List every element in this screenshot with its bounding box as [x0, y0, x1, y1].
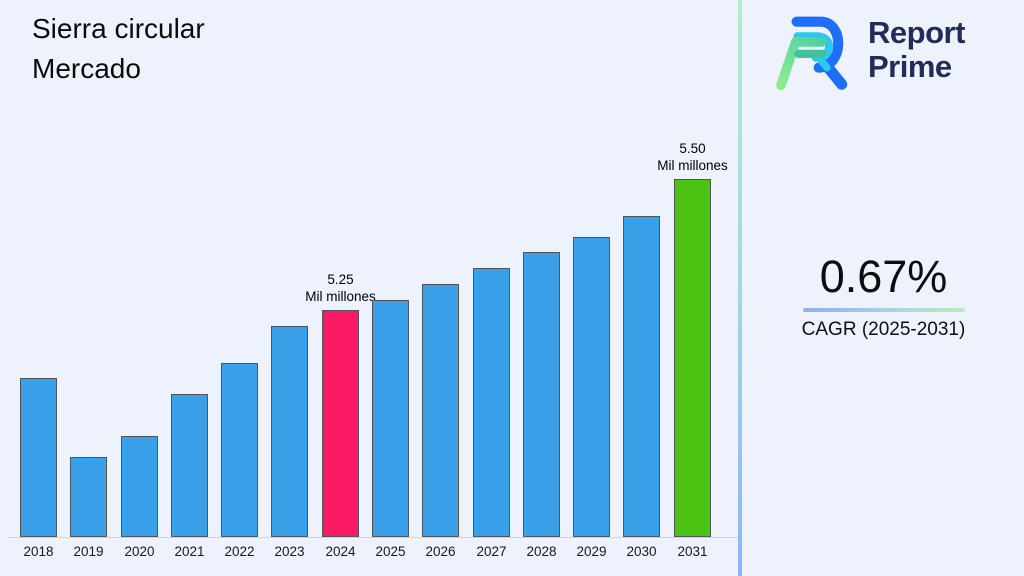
- bar-2031: [674, 179, 711, 537]
- bar-2029: [573, 237, 610, 537]
- x-axis-label-2025: 2025: [375, 544, 406, 559]
- x-axis-label-2031: 2031: [677, 544, 708, 559]
- x-axis-label-2023: 2023: [274, 544, 305, 559]
- x-axis-label-2030: 2030: [626, 544, 657, 559]
- page-title-line1: Sierra circular: [32, 13, 205, 44]
- bar-annotation-2031: 5.50 Mil millones: [657, 141, 728, 173]
- bar-2019: [70, 457, 107, 537]
- bar-annotation-2024: 5.25 Mil millones: [305, 272, 376, 304]
- bar-chart: 5.25 Mil millones 5.50 Mil millones: [0, 117, 740, 537]
- x-axis-label-2026: 2026: [425, 544, 456, 559]
- cagr-underline: [802, 308, 965, 312]
- x-axis-line: [8, 537, 738, 538]
- bar-2023: [271, 326, 308, 537]
- bar-2020: [121, 436, 158, 537]
- cagr-block: 0.67% CAGR (2025-2031): [743, 252, 1024, 341]
- x-axis-label-2022: 2022: [224, 544, 255, 559]
- x-axis-label-2028: 2028: [526, 544, 557, 559]
- bar-2030: [623, 216, 660, 537]
- report-prime-logo-icon: [776, 16, 848, 91]
- bar-2025: [372, 300, 409, 537]
- x-axis-label-2020: 2020: [124, 544, 155, 559]
- bar-2028: [523, 252, 560, 537]
- page-title: Sierra circular Mercado: [32, 9, 205, 89]
- bar-2024: [322, 310, 359, 537]
- report-prime-logo: Report Prime: [769, 7, 965, 99]
- logo-word-report: Report: [868, 15, 965, 50]
- x-axis-label-2018: 2018: [23, 544, 54, 559]
- bar-2018: [20, 378, 57, 537]
- cagr-label: CAGR (2025-2031): [801, 319, 966, 340]
- bar-2021: [171, 394, 208, 537]
- x-axis-label-2027: 2027: [476, 544, 507, 559]
- logo-wordmark: Report Prime: [868, 7, 965, 84]
- logo-word-prime: Prime: [868, 49, 952, 84]
- x-axis-labels: 2018 2019 2020 2021 2022 2023 2024 2025 2026 2027…: [0, 544, 740, 564]
- page-title-line2: Mercado: [32, 53, 141, 84]
- x-axis-label-2019: 2019: [73, 544, 104, 559]
- cagr-value: 0.67%: [819, 251, 948, 302]
- x-axis-label-2029: 2029: [576, 544, 607, 559]
- bar-2027: [473, 268, 510, 537]
- bar-2022: [221, 363, 258, 537]
- x-axis-label-2021: 2021: [174, 544, 205, 559]
- panel-divider: [738, 0, 742, 576]
- x-axis-label-2024: 2024: [325, 544, 356, 559]
- bar-2026: [422, 284, 459, 537]
